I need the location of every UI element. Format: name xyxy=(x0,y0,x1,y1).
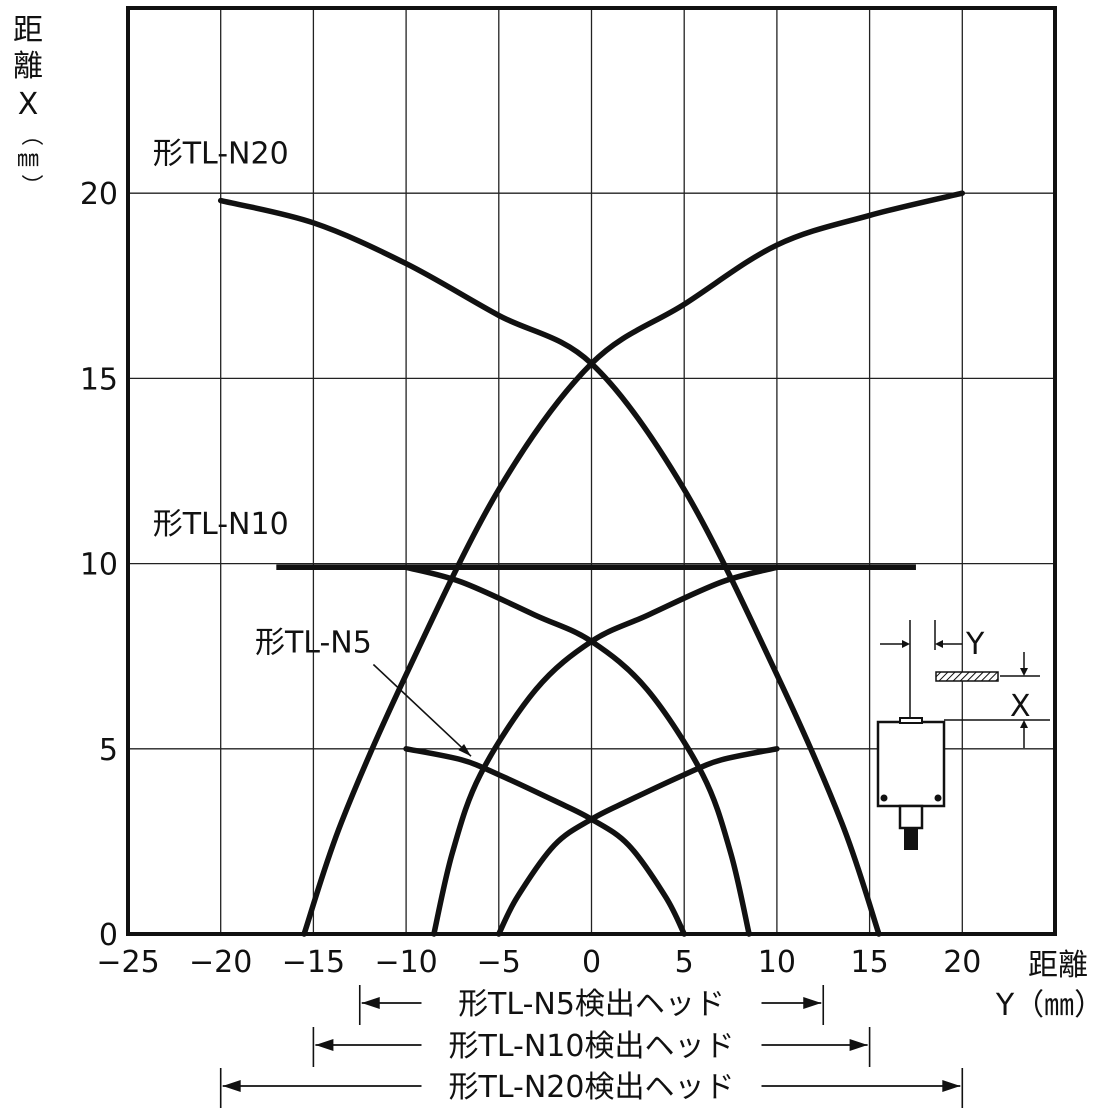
series-curve-right xyxy=(431,564,780,937)
inset-y-label: Y xyxy=(965,627,985,662)
x-axis-label-name: 距離 xyxy=(1028,948,1088,983)
x-tick-label: −5 xyxy=(477,945,521,980)
range-bar-label: 形TL-N5検出ヘッド xyxy=(458,987,725,1022)
annotations: 形TL-N20 形TL-N10 形TL-N5 xyxy=(153,137,472,757)
range-bar-label: 形TL-N20検出ヘッド xyxy=(449,1070,735,1105)
y-tick-label: 20 xyxy=(80,177,118,212)
y-axis-unit-paren-close: ） xyxy=(18,174,43,196)
y-axis-label: 距 離 X （ ㎜ ） xyxy=(13,13,43,196)
x-tick-label: 20 xyxy=(943,945,981,980)
y-tick-label: 0 xyxy=(99,918,118,953)
range-bar-label: 形TL-N10検出ヘッド xyxy=(449,1029,735,1064)
x-tick-label: −25 xyxy=(96,945,159,980)
label-leader-line xyxy=(372,663,472,757)
label-arrowhead xyxy=(458,744,471,757)
x-axis-label: 距離 Y（㎜） xyxy=(995,948,1103,1023)
y-tick-label: 5 xyxy=(99,733,118,768)
series-curve-right xyxy=(301,190,966,937)
series-curve-left xyxy=(217,197,882,937)
curves xyxy=(217,190,966,937)
x-tick-label: 15 xyxy=(851,945,889,980)
series-curve-left xyxy=(403,746,687,937)
x-tick-labels: −25 −20 −15 −10 −5 0 5 10 15 20 xyxy=(96,945,981,980)
y-tick-label: 10 xyxy=(80,548,118,583)
series-label: 形TL-N20 xyxy=(153,137,289,172)
range-bar-arrow xyxy=(315,1039,334,1051)
range-bar-arrow xyxy=(222,1080,241,1092)
range-bar-arrow xyxy=(361,997,380,1009)
y-tick-labels: 0 5 10 15 20 xyxy=(80,177,118,953)
x-tick-label: 10 xyxy=(758,945,796,980)
x-tick-label: −15 xyxy=(282,945,345,980)
y-tick-label: 15 xyxy=(80,362,118,397)
range-bar-arrow xyxy=(942,1080,961,1092)
series-label: 形TL-N10 xyxy=(153,507,289,542)
plot-frame xyxy=(126,6,1057,936)
range-bar-arrow xyxy=(849,1039,868,1051)
x-axis-label-unit: Y（㎜） xyxy=(995,988,1103,1023)
y-axis-label-char: 距 xyxy=(13,13,43,48)
sensor-diagram-inset: Y X xyxy=(876,620,1050,850)
x-tick-label: −20 xyxy=(189,945,252,980)
y-axis-unit-paren-open: （ xyxy=(18,124,43,146)
x-tick-label: 0 xyxy=(582,945,601,980)
series-curve-left xyxy=(403,564,752,937)
range-bar-arrow xyxy=(803,997,822,1009)
x-tick-label: 5 xyxy=(675,945,694,980)
inset-x-label: X xyxy=(1010,689,1031,724)
series-curve-right xyxy=(496,746,780,937)
y-axis-label-char: 離 xyxy=(13,49,43,84)
series-label: 形TL-N5 xyxy=(255,625,372,660)
y-axis-label-char: X xyxy=(18,87,39,122)
y-axis-unit: ㎜ xyxy=(17,147,39,172)
x-tick-label: −10 xyxy=(374,945,437,980)
